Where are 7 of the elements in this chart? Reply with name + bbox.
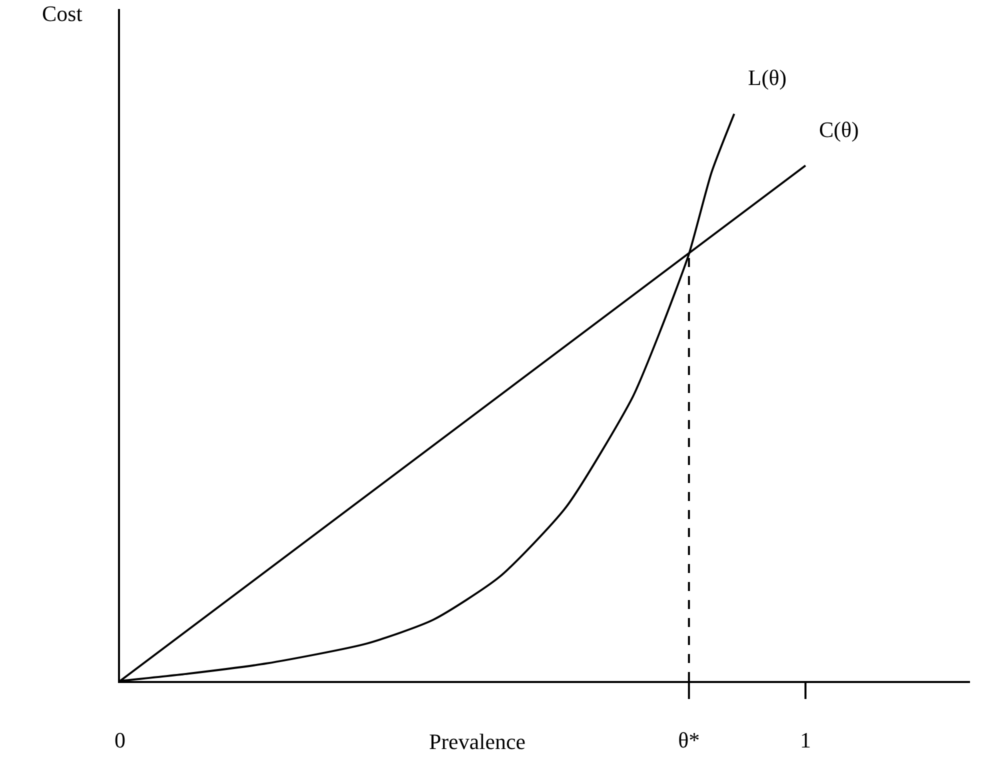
series-label: C(θ) (819, 117, 859, 142)
series-label: L(θ) (748, 65, 787, 90)
x-tick-label: θ* (678, 727, 700, 752)
x-axis-title: Prevalence (429, 729, 526, 754)
x-tick-label: 0 (114, 727, 126, 752)
x-tick-label: 1 (800, 727, 811, 752)
y-axis-title: Cost (42, 1, 82, 26)
